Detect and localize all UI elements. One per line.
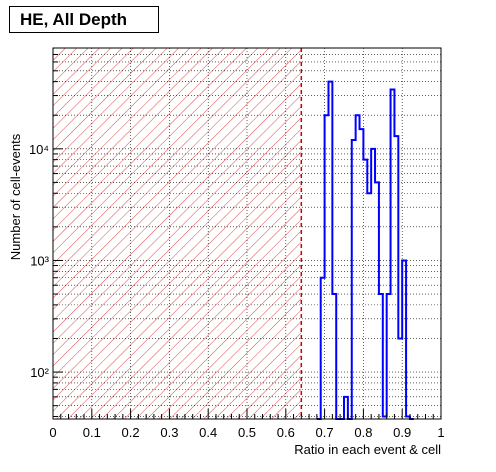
y-tick-label: 10⁴	[29, 142, 49, 157]
histogram-series	[316, 80, 414, 420]
x-tick-label: 0.3	[160, 425, 178, 440]
x-tick-label: 0	[49, 425, 56, 440]
x-tick-label: 0.6	[277, 425, 295, 440]
x-tick-label: 0.4	[199, 425, 217, 440]
x-tick-label: 1	[437, 425, 444, 440]
y-tick-label: 10²	[30, 365, 49, 380]
axis-ticks: 0 0.1 0.2 0.3 0.4 0.5 0.6 0.7 0.8 0.9 1 10² 10³ 10⁴	[29, 53, 445, 440]
grid	[53, 48, 441, 419]
x-tick-label: 0.5	[238, 425, 256, 440]
y-tick-label: 10³	[30, 253, 49, 268]
y-axis-label: Number of cell-events	[8, 133, 23, 260]
x-axis-label: Ratio in each event & cell	[294, 442, 441, 457]
x-tick-label: 0.2	[122, 425, 140, 440]
x-tick-label: 0.8	[354, 425, 372, 440]
x-tick-label: 0.1	[83, 425, 101, 440]
x-tick-label: 0.9	[393, 425, 411, 440]
shaded-region	[53, 48, 302, 419]
chart-title: HE, All Depth	[9, 6, 159, 33]
x-tick-label: 0.7	[316, 425, 334, 440]
